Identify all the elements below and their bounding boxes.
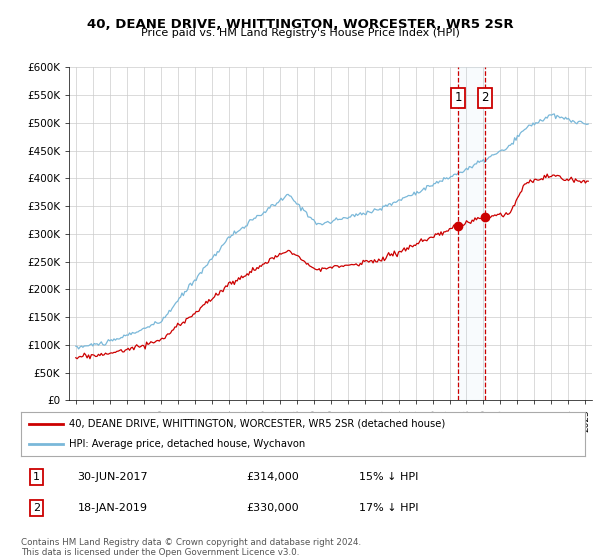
Text: Contains HM Land Registry data © Crown copyright and database right 2024.
This d: Contains HM Land Registry data © Crown c… (21, 538, 361, 557)
Text: £330,000: £330,000 (247, 503, 299, 514)
Text: 30-JUN-2017: 30-JUN-2017 (77, 472, 148, 482)
Text: 18-JAN-2019: 18-JAN-2019 (77, 503, 148, 514)
Text: Price paid vs. HM Land Registry's House Price Index (HPI): Price paid vs. HM Land Registry's House … (140, 28, 460, 38)
Text: 2: 2 (481, 91, 488, 104)
Text: 1: 1 (33, 472, 40, 482)
Text: 40, DEANE DRIVE, WHITTINGTON, WORCESTER, WR5 2SR: 40, DEANE DRIVE, WHITTINGTON, WORCESTER,… (86, 18, 514, 31)
Text: 17% ↓ HPI: 17% ↓ HPI (359, 503, 419, 514)
Text: HPI: Average price, detached house, Wychavon: HPI: Average price, detached house, Wych… (69, 439, 305, 449)
Text: 2: 2 (33, 503, 40, 514)
Text: 15% ↓ HPI: 15% ↓ HPI (359, 472, 419, 482)
Text: 1: 1 (454, 91, 462, 104)
Bar (458, 67, 485, 400)
Text: £314,000: £314,000 (247, 472, 299, 482)
Text: 40, DEANE DRIVE, WHITTINGTON, WORCESTER, WR5 2SR (detached house): 40, DEANE DRIVE, WHITTINGTON, WORCESTER,… (69, 419, 445, 429)
